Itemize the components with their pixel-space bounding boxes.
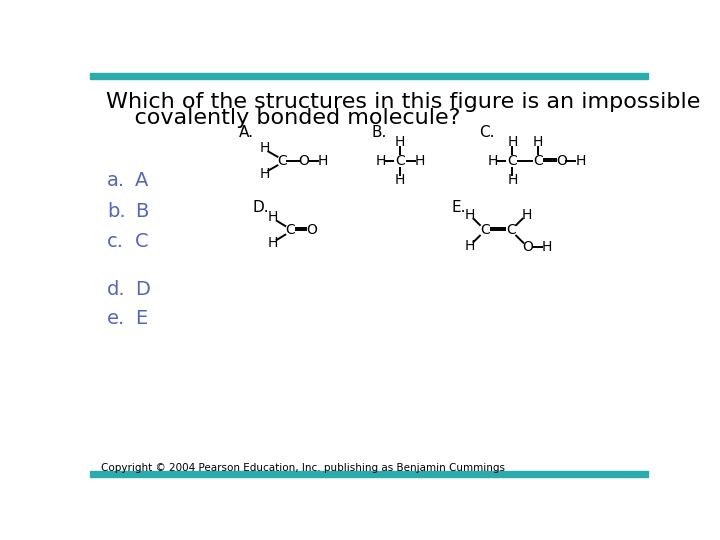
Text: H: H (395, 173, 405, 187)
Text: C: C (285, 224, 294, 238)
Bar (90, 73, 648, 79)
Text: Which of the structures in this figure is an impossible: Which of the structures in this figure i… (106, 92, 700, 112)
Text: B: B (135, 201, 148, 221)
Text: a.: a. (107, 171, 125, 190)
Text: c.: c. (107, 232, 124, 252)
Text: A: A (135, 171, 148, 190)
Text: H: H (464, 239, 475, 253)
Text: e.: e. (107, 309, 125, 328)
Text: D: D (135, 280, 150, 299)
Text: E: E (135, 309, 147, 328)
Text: H: H (507, 173, 518, 187)
Text: H: H (488, 154, 498, 168)
Text: H: H (268, 237, 278, 251)
Text: C: C (277, 154, 287, 168)
Text: A.: A. (239, 125, 254, 140)
Text: H: H (395, 135, 405, 149)
Text: C: C (506, 224, 516, 238)
Text: b.: b. (107, 201, 126, 221)
Text: C.: C. (479, 125, 495, 140)
Text: H: H (521, 208, 531, 222)
Text: C: C (480, 224, 490, 238)
Text: C: C (508, 154, 517, 168)
Text: O: O (306, 224, 317, 238)
Text: C: C (395, 154, 405, 168)
Text: O: O (523, 240, 534, 254)
Text: E.: E. (452, 200, 467, 214)
Text: H: H (575, 154, 586, 168)
Text: covalently bonded molecule?: covalently bonded molecule? (106, 108, 460, 128)
Text: H: H (507, 135, 518, 149)
Text: Copyright © 2004 Pearson Education, Inc. publishing as Benjamin Cummings: Copyright © 2004 Pearson Education, Inc.… (101, 463, 505, 473)
Text: H: H (259, 167, 269, 181)
Text: H: H (375, 154, 386, 168)
Text: B.: B. (372, 125, 387, 140)
Text: H: H (259, 141, 269, 155)
Text: O: O (299, 154, 310, 168)
Text: H: H (464, 208, 475, 222)
Text: H: H (533, 135, 543, 149)
Text: d.: d. (107, 280, 126, 299)
Text: C: C (135, 232, 148, 252)
Text: O: O (556, 154, 567, 168)
Text: H: H (318, 154, 328, 168)
Bar (90, 471, 648, 477)
Text: D.: D. (253, 200, 269, 214)
Text: H: H (414, 154, 425, 168)
Text: H: H (542, 240, 552, 254)
Text: C: C (533, 154, 543, 168)
Text: H: H (268, 210, 278, 224)
